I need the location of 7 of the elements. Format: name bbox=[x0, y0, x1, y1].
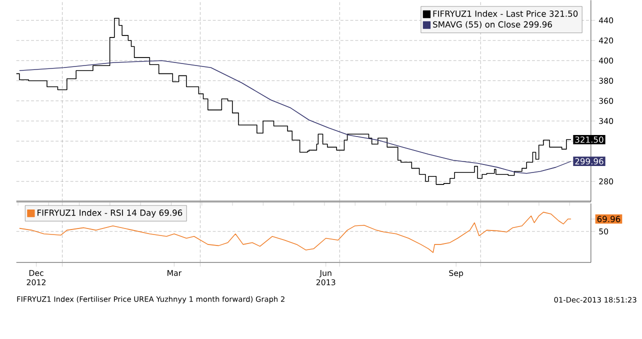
data-label: 299.96 bbox=[575, 158, 604, 164]
line-series bbox=[19, 60, 572, 174]
legend-label: SMAVG (55) on Close 299.96 bbox=[433, 21, 552, 29]
data-label: 321.50 bbox=[575, 136, 604, 143]
legend-label: FIFRYUZ1 Index - Last Price 321.50 bbox=[433, 10, 578, 17]
legend-label: FIFRYUZ1 Index - RSI 14 Day 69.96 bbox=[38, 209, 182, 218]
y-tick-label: 69.96 bbox=[597, 216, 620, 222]
